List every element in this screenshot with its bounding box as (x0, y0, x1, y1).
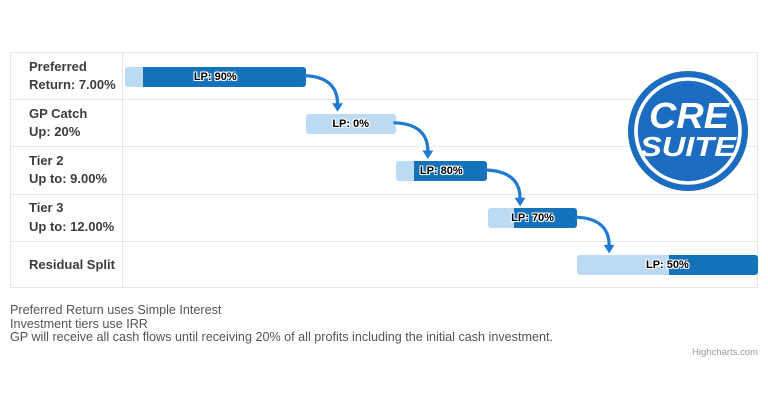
lp-share-segment (668, 255, 758, 276)
tier-bar-4[interactable]: LP: 70% (488, 208, 578, 229)
gp-share-segment (488, 208, 514, 229)
category-label: Residual Split (11, 241, 123, 289)
logo-text-suite: SUITE (640, 131, 738, 162)
annotation-line: Preferred Return uses Simple Interest (10, 303, 222, 317)
category-label: Preferred Return: 7.00% (11, 53, 123, 100)
category-line1: GP Catch (29, 105, 88, 121)
lp-share-segment (142, 66, 306, 87)
lp-share-segment (513, 208, 578, 229)
highcharts-credit-link[interactable]: Highcharts.com (692, 347, 758, 358)
category-line1: Residual Split (29, 257, 115, 273)
chart-row: GP Catch Up: 20% (11, 100, 757, 148)
category-line1: Preferred (29, 58, 87, 74)
tier-bar-1[interactable]: LP: 90% (124, 66, 306, 87)
logo-outer-circle (628, 71, 748, 191)
tier-bar-3[interactable]: LP: 80% (395, 161, 487, 181)
category-label: Tier 3 Up to: 12.00% (11, 194, 123, 241)
logo-text-cre: CRE (649, 95, 730, 136)
tier-bar-5[interactable]: LP: 50% (577, 255, 758, 276)
category-line2: Return: 7.00% (29, 77, 116, 93)
category-line1: Tier 2 (29, 153, 64, 169)
category-label: Tier 2 Up to: 9.00% (11, 147, 123, 194)
logo-inner-ring (634, 77, 742, 185)
chart-row: Preferred Return: 7.00% (11, 53, 757, 101)
chart-row: Residual Split (11, 241, 757, 289)
gp-share-segment (124, 66, 143, 87)
category-line1: Tier 3 (29, 200, 64, 216)
tier-bar-2[interactable]: LP: 0% (305, 113, 396, 134)
lp-share-segment (413, 161, 487, 181)
chart-annotations: Preferred Return uses Simple Interest In… (10, 303, 553, 345)
category-label: GP Catch Up: 20% (11, 100, 123, 147)
category-line2: Up: 20% (29, 124, 81, 140)
gp-share-segment (305, 113, 396, 134)
annotation-line: GP will receive all cash flows until rec… (10, 330, 553, 345)
annotation-line: Investment tiers use IRR (10, 316, 148, 331)
gp-share-segment (577, 255, 669, 276)
chart-row: Tier 2 Up to: 9.00% (11, 147, 757, 195)
chart-row: Tier 3 Up to: 12.00% (11, 194, 757, 242)
cre-suite-logo: CRE SUITE (628, 71, 748, 191)
category-line2: Up to: 12.00% (29, 218, 115, 234)
category-line2: Up to: 9.00% (29, 171, 108, 187)
gp-share-segment (395, 161, 414, 181)
